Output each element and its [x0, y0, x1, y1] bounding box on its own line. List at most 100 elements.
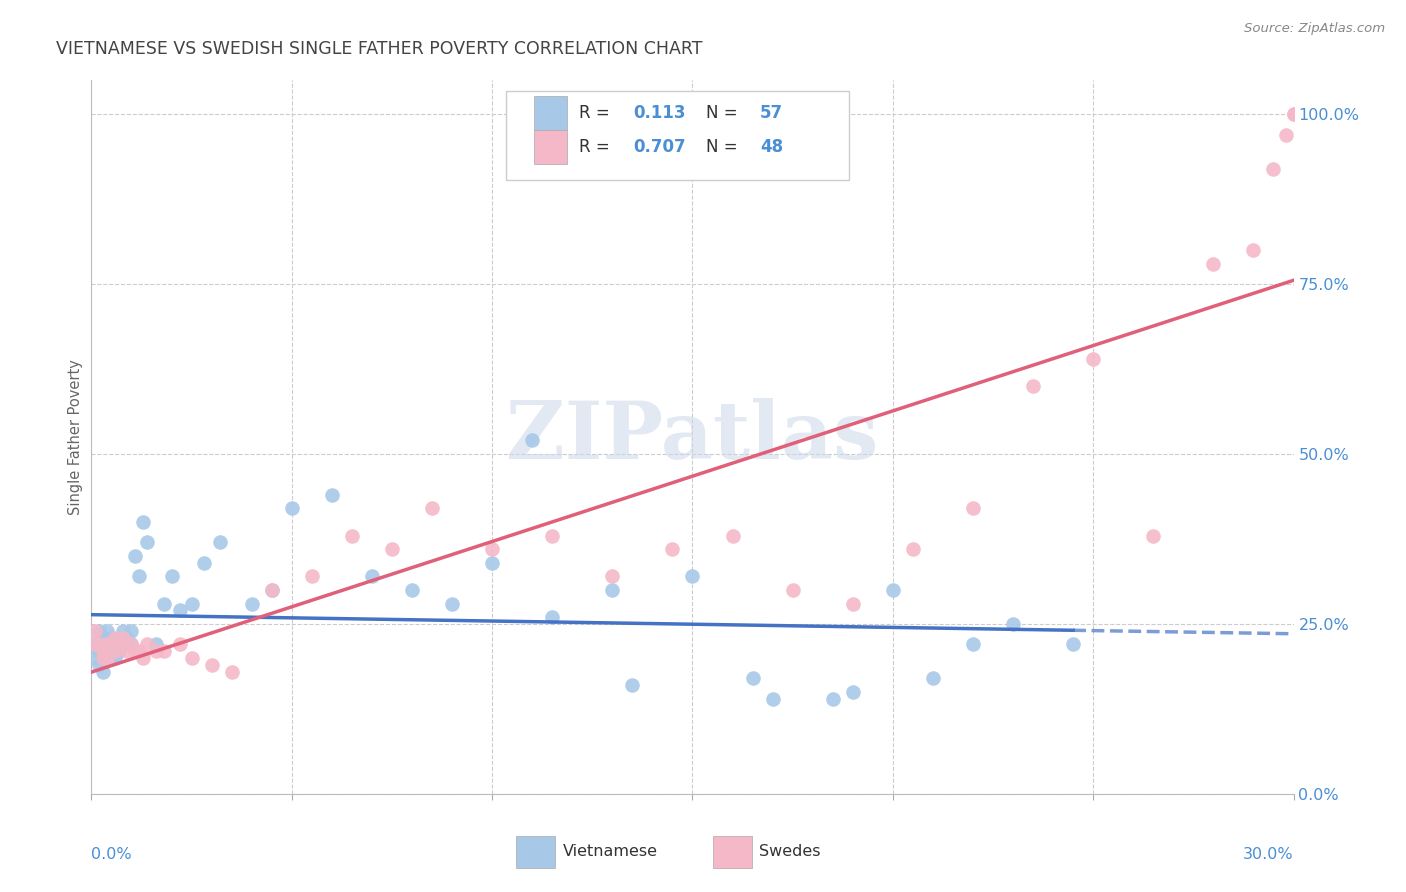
Text: 30.0%: 30.0%	[1243, 847, 1294, 863]
FancyBboxPatch shape	[506, 91, 849, 180]
Point	[104, 644, 127, 658]
Point	[180, 651, 202, 665]
Point	[1282, 107, 1305, 121]
Point	[93, 651, 115, 665]
Point	[104, 637, 127, 651]
Point	[922, 671, 945, 685]
Point	[145, 637, 167, 651]
Point	[1001, 617, 1024, 632]
Point	[260, 582, 283, 597]
Point	[124, 549, 146, 563]
Point	[1083, 351, 1105, 366]
Point	[89, 644, 111, 658]
Point	[240, 597, 263, 611]
Text: 48: 48	[759, 137, 783, 155]
Point	[128, 569, 150, 583]
Point	[132, 515, 155, 529]
Point	[96, 624, 118, 638]
Text: 0.113: 0.113	[634, 104, 686, 122]
Point	[100, 651, 122, 665]
Point	[962, 637, 984, 651]
Bar	[534, 129, 568, 164]
Point	[96, 637, 118, 651]
Point	[132, 651, 155, 665]
Point	[340, 528, 363, 542]
Point	[84, 624, 107, 638]
Point	[84, 651, 107, 665]
Y-axis label: Single Father Poverty: Single Father Poverty	[67, 359, 83, 515]
Point	[1263, 161, 1285, 176]
Point	[1202, 257, 1225, 271]
Point	[117, 631, 139, 645]
Bar	[534, 96, 568, 130]
Text: VIETNAMESE VS SWEDISH SINGLE FATHER POVERTY CORRELATION CHART: VIETNAMESE VS SWEDISH SINGLE FATHER POVE…	[56, 40, 703, 58]
Point	[169, 603, 191, 617]
Point	[481, 556, 503, 570]
Point	[89, 637, 111, 651]
Point	[104, 631, 127, 645]
Point	[89, 657, 111, 672]
Text: N =: N =	[706, 104, 742, 122]
Point	[84, 637, 107, 651]
Point	[1142, 528, 1164, 542]
Point	[201, 657, 224, 672]
Point	[93, 665, 115, 679]
Point	[112, 631, 135, 645]
Point	[721, 528, 744, 542]
Point	[152, 597, 174, 611]
Point	[128, 644, 150, 658]
Point	[440, 597, 463, 611]
Text: N =: N =	[706, 137, 742, 155]
Point	[841, 685, 863, 699]
Point	[108, 637, 131, 651]
Point	[962, 501, 984, 516]
Point	[541, 528, 564, 542]
Text: R =: R =	[579, 137, 616, 155]
Point	[112, 624, 135, 638]
Point	[136, 637, 159, 651]
Point	[420, 501, 443, 516]
Point	[108, 637, 131, 651]
Point	[100, 637, 122, 651]
Point	[321, 488, 343, 502]
Point	[100, 631, 122, 645]
Point	[89, 624, 111, 638]
Point	[93, 637, 115, 651]
Point	[260, 582, 283, 597]
Point	[108, 644, 131, 658]
Point	[782, 582, 804, 597]
Text: ZIPatlas: ZIPatlas	[506, 398, 879, 476]
Point	[281, 501, 304, 516]
Text: Swedes: Swedes	[759, 845, 821, 859]
Point	[1062, 637, 1084, 651]
Point	[522, 434, 544, 448]
Point	[193, 556, 215, 570]
Point	[208, 535, 231, 549]
Point	[481, 542, 503, 557]
Point	[602, 569, 624, 583]
Point	[381, 542, 404, 557]
Point	[93, 644, 115, 658]
Point	[121, 637, 143, 651]
Point	[121, 624, 143, 638]
Point	[821, 691, 844, 706]
Text: 57: 57	[759, 104, 783, 122]
Point	[741, 671, 763, 685]
Point	[901, 542, 924, 557]
Text: 0.707: 0.707	[634, 137, 686, 155]
Point	[93, 631, 115, 645]
Point	[112, 637, 135, 651]
Text: R =: R =	[579, 104, 616, 122]
Point	[124, 644, 146, 658]
Point	[121, 637, 143, 651]
Point	[661, 542, 683, 557]
Point	[96, 651, 118, 665]
Point	[1243, 243, 1265, 257]
Point	[762, 691, 785, 706]
Point	[84, 637, 107, 651]
Point	[882, 582, 904, 597]
Point	[180, 597, 202, 611]
Point	[360, 569, 382, 583]
Point	[301, 569, 323, 583]
Text: Source: ZipAtlas.com: Source: ZipAtlas.com	[1244, 22, 1385, 36]
